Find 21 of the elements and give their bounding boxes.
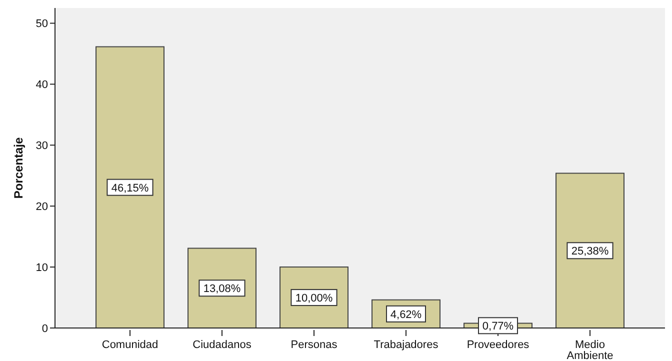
y-tick-label: 30 [36, 140, 48, 152]
data-label: 4,62% [390, 308, 422, 321]
data-label: 10,00% [295, 292, 333, 305]
bar [96, 46, 164, 328]
x-tick-label: Ciudadanos [192, 339, 252, 351]
data-label: 0,77% [482, 320, 514, 333]
y-tick-label: 40 [36, 79, 48, 92]
y-tick-label: 50 [36, 18, 48, 30]
data-label: 25,38% [571, 246, 609, 258]
x-tick-label: Medio Ambiente [566, 339, 614, 361]
x-tick-label: Comunidad [102, 339, 158, 351]
y-axis-title: Porcentaje [11, 136, 26, 199]
x-tick-label: Personas [290, 339, 338, 351]
y-tick-label: 20 [36, 201, 48, 213]
data-label: 46,15% [111, 182, 149, 194]
data-label: 13,08% [203, 283, 241, 296]
bar [556, 172, 624, 328]
y-tick-label: 10 [36, 262, 48, 274]
x-tick-label: Trabajadores [374, 339, 439, 351]
y-tick-label: 0 [42, 322, 48, 335]
x-tick-label: Proveedores [466, 339, 530, 351]
